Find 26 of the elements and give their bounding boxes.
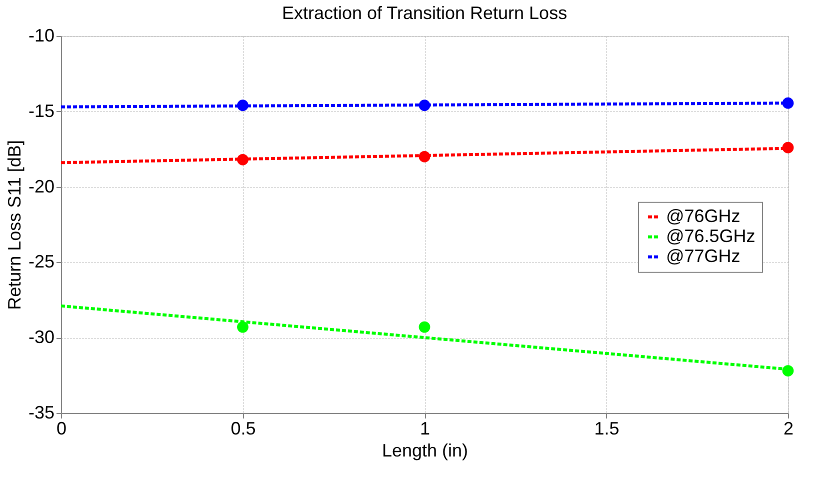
legend-label: @76GHz — [666, 206, 740, 226]
x-tick-label: 0 — [56, 418, 67, 438]
point — [418, 100, 430, 112]
x-tick-label: 1.5 — [594, 418, 620, 438]
point — [782, 142, 794, 154]
x-tick-label: 1 — [420, 418, 430, 438]
y-tick-label: -10 — [28, 26, 54, 46]
point — [237, 100, 248, 112]
point — [237, 321, 248, 333]
chart-title: Extraction of Transition Return Loss — [282, 3, 568, 23]
y-tick-label: -30 — [28, 327, 54, 348]
y-tick-label: -35 — [28, 402, 54, 422]
y-tick-label: -20 — [28, 176, 54, 196]
point — [418, 321, 430, 333]
point — [237, 154, 248, 166]
x-axis-title: Length (in) — [382, 440, 468, 460]
x-tick-label: 2 — [783, 418, 794, 438]
x-tick-label: 0.5 — [230, 418, 256, 438]
point — [782, 365, 794, 376]
legend-label: @77GHz — [666, 246, 740, 266]
point — [782, 97, 794, 109]
y-tick-label: -25 — [28, 252, 54, 272]
legend-label: @76.5GHz — [666, 226, 756, 246]
y-axis-title: Return Loss S11 [dB] — [4, 140, 24, 310]
y-tick-label: -15 — [28, 100, 54, 121]
point — [418, 150, 430, 162]
